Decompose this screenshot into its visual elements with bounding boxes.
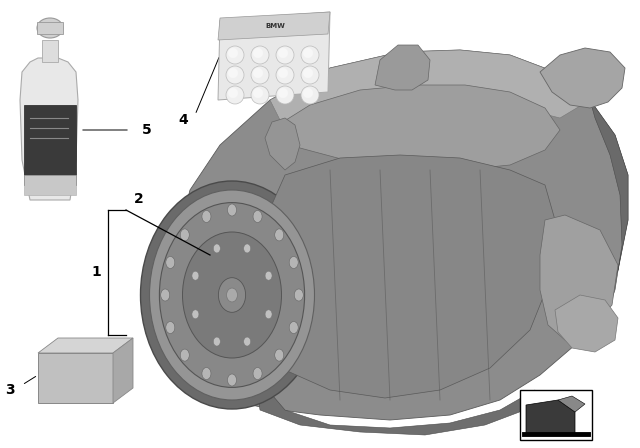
Ellipse shape	[228, 68, 238, 78]
Ellipse shape	[276, 46, 294, 64]
Ellipse shape	[161, 289, 170, 301]
Bar	[37, 22, 63, 34]
Ellipse shape	[301, 46, 319, 64]
Ellipse shape	[275, 349, 284, 361]
Ellipse shape	[253, 68, 263, 78]
Ellipse shape	[166, 256, 175, 268]
Polygon shape	[113, 338, 133, 403]
Text: BMW: BMW	[265, 23, 285, 29]
Ellipse shape	[278, 68, 288, 78]
Ellipse shape	[226, 66, 244, 84]
Ellipse shape	[301, 66, 319, 84]
Ellipse shape	[141, 181, 323, 409]
Polygon shape	[270, 85, 560, 170]
Ellipse shape	[202, 211, 211, 223]
Ellipse shape	[289, 322, 298, 333]
Polygon shape	[375, 45, 430, 90]
Text: 1: 1	[91, 266, 101, 280]
Ellipse shape	[276, 66, 294, 84]
Ellipse shape	[182, 232, 282, 358]
Bar	[42, 40, 58, 62]
Ellipse shape	[226, 46, 244, 64]
Ellipse shape	[278, 48, 288, 58]
Ellipse shape	[218, 278, 246, 312]
Ellipse shape	[289, 256, 298, 268]
Ellipse shape	[202, 367, 211, 379]
Ellipse shape	[303, 68, 313, 78]
Ellipse shape	[251, 46, 269, 64]
Ellipse shape	[227, 374, 237, 386]
Ellipse shape	[244, 337, 251, 346]
Ellipse shape	[228, 48, 238, 58]
Ellipse shape	[251, 86, 269, 104]
Text: 4: 4	[178, 113, 188, 127]
Polygon shape	[245, 155, 555, 398]
Polygon shape	[555, 295, 618, 352]
Polygon shape	[558, 396, 585, 412]
Polygon shape	[265, 118, 300, 170]
Ellipse shape	[275, 229, 284, 241]
Ellipse shape	[192, 271, 199, 280]
Polygon shape	[218, 12, 330, 40]
Polygon shape	[526, 400, 575, 434]
Ellipse shape	[192, 310, 199, 319]
Ellipse shape	[253, 88, 263, 98]
Ellipse shape	[301, 86, 319, 104]
Text: 2: 2	[134, 192, 144, 206]
Ellipse shape	[265, 271, 272, 280]
Ellipse shape	[159, 202, 305, 388]
Bar	[38, 353, 113, 403]
Ellipse shape	[265, 310, 272, 319]
Ellipse shape	[228, 88, 238, 98]
Ellipse shape	[227, 288, 237, 302]
Ellipse shape	[166, 322, 175, 333]
Ellipse shape	[253, 211, 262, 223]
Polygon shape	[540, 48, 625, 108]
Polygon shape	[175, 50, 628, 420]
Ellipse shape	[294, 289, 303, 301]
Bar	[520, 390, 592, 440]
Polygon shape	[270, 50, 590, 130]
Ellipse shape	[180, 229, 189, 241]
Ellipse shape	[303, 88, 313, 98]
Ellipse shape	[303, 48, 313, 58]
Ellipse shape	[180, 349, 189, 361]
Bar	[24, 105, 76, 185]
Ellipse shape	[276, 86, 294, 104]
Ellipse shape	[253, 48, 263, 58]
Ellipse shape	[253, 367, 262, 379]
Ellipse shape	[278, 88, 288, 98]
Polygon shape	[20, 58, 78, 200]
Bar	[24, 175, 76, 195]
Polygon shape	[540, 215, 618, 340]
Polygon shape	[218, 12, 330, 100]
Ellipse shape	[227, 204, 237, 216]
Polygon shape	[255, 375, 535, 435]
Ellipse shape	[37, 18, 63, 38]
Polygon shape	[38, 338, 133, 353]
Ellipse shape	[244, 244, 251, 253]
Ellipse shape	[251, 66, 269, 84]
Ellipse shape	[226, 86, 244, 104]
Ellipse shape	[150, 190, 314, 400]
Text: 5: 5	[142, 123, 152, 137]
Polygon shape	[575, 100, 628, 345]
Text: 3: 3	[5, 383, 15, 397]
Ellipse shape	[213, 244, 220, 253]
Ellipse shape	[213, 337, 220, 346]
